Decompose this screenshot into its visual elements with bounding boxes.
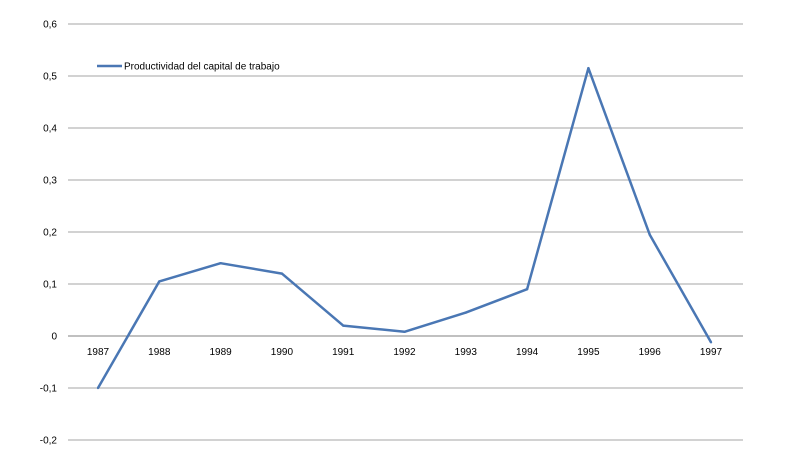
- y-tick-label: 0,3: [43, 176, 57, 187]
- y-tick-label: 0,6: [43, 20, 57, 31]
- legend-label: Productividad del capital de trabajo: [124, 62, 280, 73]
- data-point: [219, 262, 222, 265]
- data-point: [464, 311, 467, 314]
- y-tick-label: -0,1: [40, 384, 58, 395]
- x-tick-label: 1996: [639, 347, 662, 358]
- x-tick-label: 1993: [455, 347, 478, 358]
- y-tick-label: -0,2: [40, 436, 58, 447]
- x-tick-label: 1988: [148, 347, 171, 358]
- data-point: [587, 67, 590, 70]
- x-tick-label: 1990: [271, 347, 294, 358]
- y-axis-ticks: -0,2 -0,1 0 0,1 0,2 0,3 0,4 0,5 0,6: [40, 20, 58, 447]
- y-tick-label: 0,2: [43, 228, 57, 239]
- legend: Productividad del capital de trabajo: [97, 62, 280, 73]
- y-tick-label: 0,1: [43, 280, 57, 291]
- x-axis-ticks: 1987 1988 1989 1990 1991 1992 1993 1994 1995 1996…: [87, 347, 723, 358]
- x-tick-label: 1991: [332, 347, 355, 358]
- data-point: [709, 341, 713, 344]
- x-tick-label: 1994: [516, 347, 539, 358]
- x-tick-label: 1995: [577, 347, 600, 358]
- series-line: [96, 66, 713, 389]
- y-tick-label: 0,4: [43, 124, 57, 135]
- x-tick-label: 1989: [209, 347, 232, 358]
- series-layer: [96, 66, 713, 390]
- gridlines: [68, 23, 743, 441]
- data-point: [96, 386, 100, 390]
- data-point: [525, 288, 529, 291]
- data-point: [280, 272, 284, 275]
- y-tick-label: 0: [51, 332, 57, 343]
- data-point: [403, 330, 406, 334]
- y-tick-label: 0,5: [43, 72, 57, 83]
- x-tick-label: 1987: [87, 347, 110, 358]
- data-point: [158, 280, 161, 283]
- x-tick-label: 1992: [393, 347, 416, 358]
- data-point: [342, 324, 345, 327]
- data-point: [648, 233, 651, 236]
- x-tick-label: 1997: [700, 347, 723, 358]
